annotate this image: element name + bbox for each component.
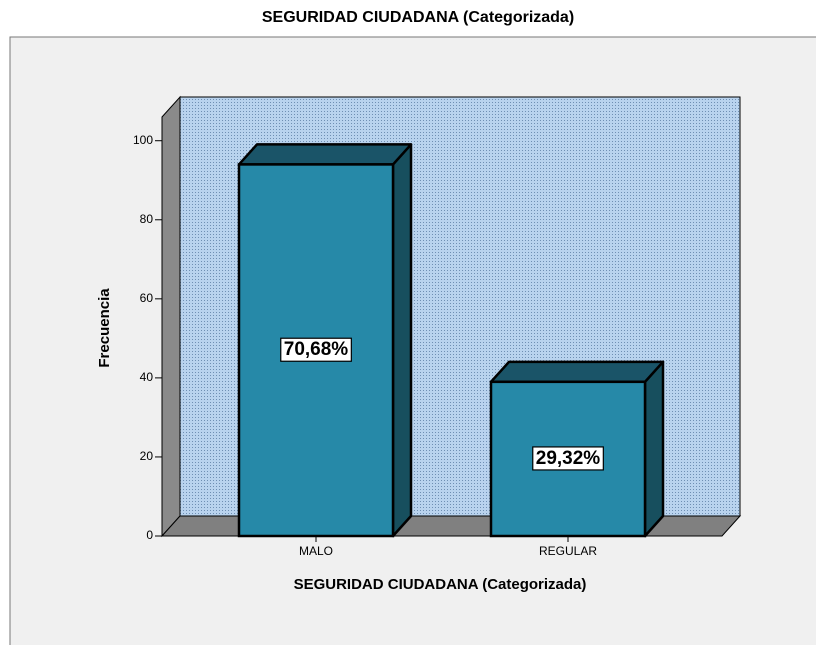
- y-tick-label: 40: [140, 370, 154, 384]
- bar-side: [643, 360, 665, 538]
- y-tick-label: 20: [140, 449, 154, 463]
- bar-top: [489, 360, 665, 384]
- bar-label-box: [280, 337, 352, 362]
- y-axis-label: Frecuencia: [96, 288, 113, 368]
- y-tick-label: 0: [146, 528, 153, 542]
- x-axis-label: SEGURIDAD CIUDADANA (Categorizada): [294, 576, 587, 593]
- bar-side: [391, 143, 413, 538]
- bar-top: [237, 143, 413, 166]
- x-tick-label: REGULAR: [539, 544, 597, 558]
- x-tick-label: MALO: [299, 544, 333, 558]
- bar-label: 29,32%: [536, 448, 601, 469]
- chart-title: SEGURIDAD CIUDADANA (Categorizada): [262, 9, 574, 26]
- y-tick-label: 100: [133, 133, 153, 147]
- bar-label-box: [532, 446, 604, 471]
- bar-label: 70,68%: [284, 339, 349, 360]
- plot-area: 0 20 40 60 80 100 MALO 70,68% REGULAR 29,32%: [133, 95, 742, 558]
- y-tick-label: 60: [140, 291, 154, 305]
- side-wall: [161, 95, 181, 538]
- y-tick-label: 80: [140, 212, 154, 226]
